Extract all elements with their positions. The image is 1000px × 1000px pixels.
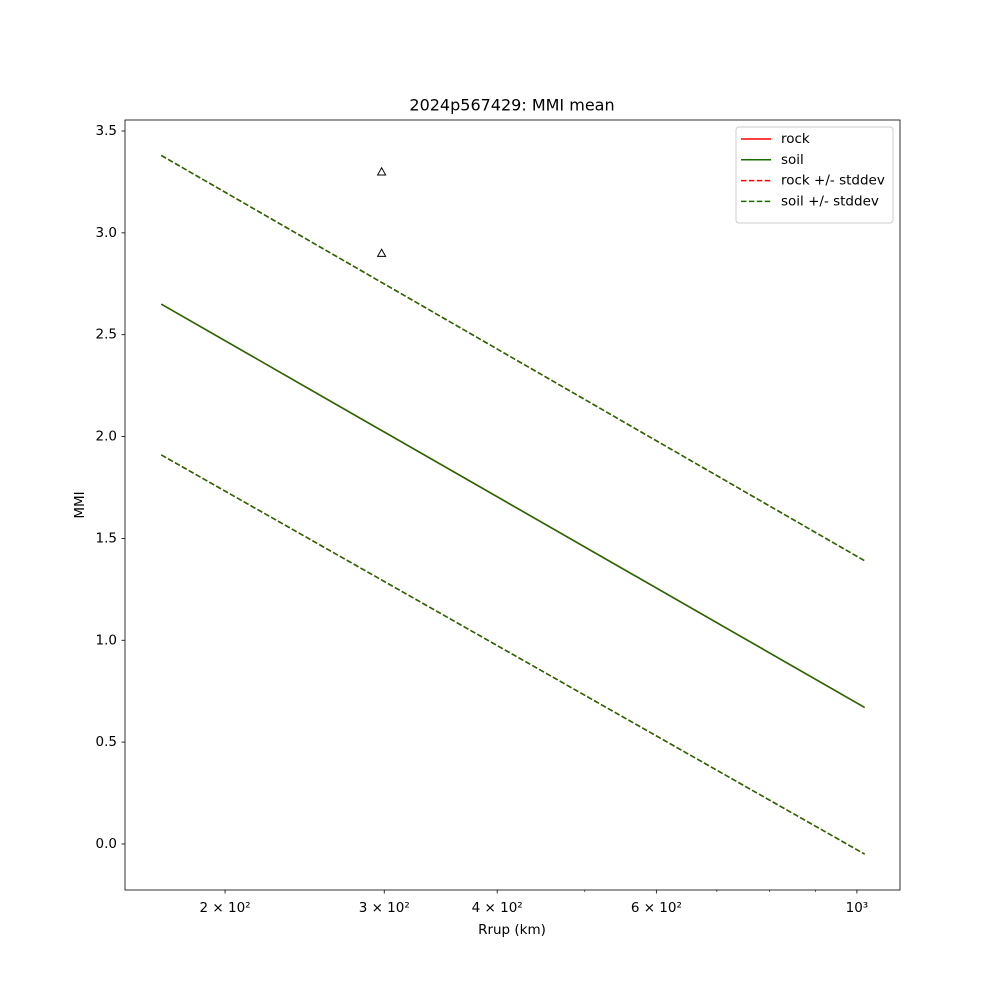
observation-marker (376, 166, 387, 176)
y-axis-label: MMI (72, 491, 88, 518)
y-tick-label: 0.5 (96, 734, 117, 750)
y-tick-label: 0.0 (96, 836, 117, 852)
y-tick-label: 2.5 (96, 327, 117, 343)
x-axis-label: Rrup (km) (478, 922, 546, 938)
plot-frame (124, 119, 901, 891)
series-line (160, 454, 866, 855)
x-tick-label: 2 × 10² (200, 900, 251, 916)
legend-label: rock (781, 131, 810, 147)
chart-title: 2024p567429: MMI mean (409, 96, 614, 115)
legend-box (735, 126, 894, 224)
x-tick-label: 10³ (846, 900, 869, 916)
y-tick-label: 3.0 (96, 225, 117, 241)
x-tick-label: 3 × 10² (359, 900, 410, 916)
series-line (160, 154, 866, 562)
y-tick-label: 1.5 (96, 530, 117, 546)
x-tick-label: 4 × 10² (472, 900, 523, 916)
y-tick-label: 1.0 (96, 632, 117, 648)
observation-marker (376, 248, 387, 257)
legend-label: soil +/- stddev (781, 193, 879, 209)
y-tick-label: 3.5 (96, 123, 117, 139)
y-tick-label: 2.0 (96, 429, 117, 445)
x-tick-label: 6 × 10² (631, 900, 682, 916)
series-line (160, 303, 866, 709)
legend-label: rock +/- stddev (781, 173, 885, 189)
legend-label: soil (781, 152, 804, 168)
